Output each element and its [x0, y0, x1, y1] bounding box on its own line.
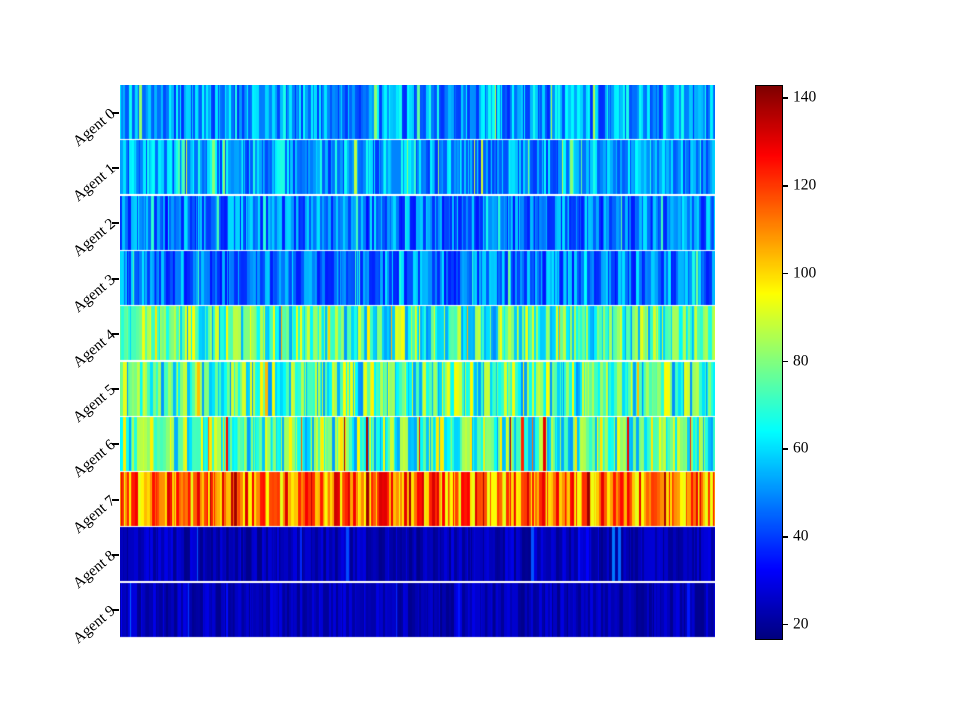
- colorbar-tick-mark: [782, 623, 788, 626]
- colorbar-tick-mark: [782, 97, 788, 99]
- colorbar-tick-mark: [782, 536, 788, 538]
- colorbar-tick-label: 40: [793, 527, 809, 545]
- y-tick-label: Agent 5: [70, 381, 120, 427]
- colorbar-tick-mark: [782, 184, 788, 187]
- heatmap-canvas: [120, 85, 715, 638]
- colorbar-canvas: [755, 85, 783, 640]
- y-tick-mark: [112, 277, 119, 280]
- colorbar-tick-label: 80: [793, 352, 809, 370]
- colorbar-tick-mark: [782, 272, 788, 275]
- y-tick-mark: [112, 609, 119, 612]
- y-tick-mark: [112, 443, 119, 446]
- y-tick-mark: [112, 222, 119, 225]
- y-tick-label: Agent 0: [70, 104, 120, 150]
- y-tick-mark: [112, 332, 119, 335]
- y-tick-label: Agent 2: [70, 215, 120, 261]
- y-tick-label: Agent 9: [70, 602, 120, 648]
- colorbar-tick-label: 60: [793, 439, 809, 457]
- y-tick-mark: [112, 498, 119, 501]
- colorbar-tick-mark: [782, 360, 788, 363]
- y-tick-label: Agent 6: [70, 436, 120, 482]
- colorbar-tick-label: 20: [793, 615, 809, 633]
- colorbar-tick-label: 140: [793, 88, 817, 106]
- y-tick-mark: [112, 554, 119, 557]
- y-tick-label: Agent 8: [70, 547, 120, 593]
- y-tick-mark: [112, 166, 119, 169]
- y-tick-label: Agent 3: [70, 270, 120, 316]
- y-tick-mark: [112, 111, 119, 114]
- colorbar-tick-mark: [782, 448, 788, 450]
- y-tick-label: Agent 7: [70, 491, 120, 537]
- y-tick-label: Agent 1: [70, 160, 120, 205]
- y-tick-mark: [112, 388, 119, 391]
- y-tick-label: Agent 4: [70, 326, 120, 371]
- colorbar-tick-label: 120: [793, 176, 817, 194]
- colorbar-tick-label: 100: [793, 264, 817, 282]
